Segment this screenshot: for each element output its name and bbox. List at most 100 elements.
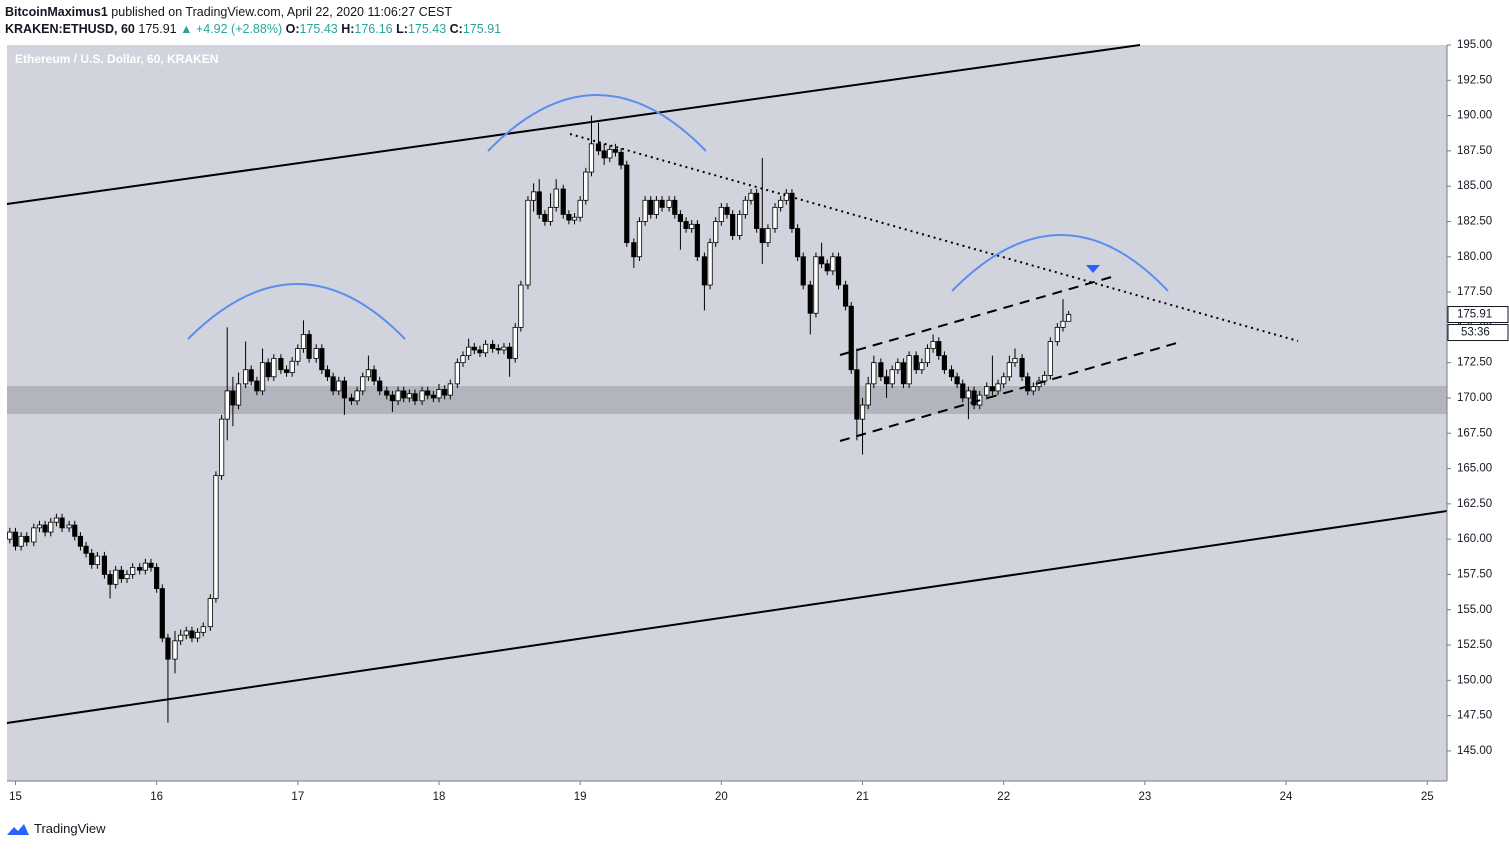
y-tick-label: 147.50: [1457, 710, 1492, 722]
candle-body: [1025, 376, 1031, 392]
label: C:: [449, 22, 463, 36]
candle-body: [477, 349, 483, 354]
candle-body: [930, 341, 936, 349]
candle-body: [371, 369, 377, 382]
candle-body: [895, 362, 901, 371]
candle-body: [506, 346, 513, 359]
x-tick-label: 22: [997, 791, 1010, 803]
candle-body: [1066, 314, 1072, 322]
candle-body: [713, 221, 719, 244]
candle-body: [278, 358, 284, 371]
candle-body: [89, 552, 95, 565]
candle-body: [94, 555, 100, 565]
label: L:: [396, 22, 408, 36]
candle-body: [42, 524, 48, 533]
axes: 145.00 147.50 150.00 152.50 155.00 157.50 160.…: [9, 39, 1509, 803]
candle-body: [659, 199, 665, 208]
arc: [187, 283, 406, 340]
candle-body: [471, 346, 477, 351]
candle-body: [283, 369, 290, 373]
y-tick-label: 167.50: [1457, 427, 1492, 439]
y-tick-label: 192.50: [1457, 74, 1492, 86]
candle-body: [224, 390, 230, 420]
candle-body: [360, 376, 366, 392]
countdown: 53:36: [1461, 327, 1490, 339]
candle-body: [213, 475, 219, 599]
candle-body: [178, 634, 184, 642]
y-tick-label: 170.00: [1457, 392, 1492, 404]
candle-body: [265, 362, 271, 378]
candle-body: [512, 326, 518, 359]
candle-body: [560, 188, 566, 215]
candle-body: [518, 284, 524, 328]
x-tick-label: 23: [1138, 791, 1151, 803]
x-tick-label: 18: [433, 791, 446, 803]
candle-body: [871, 362, 877, 385]
candle-body: [612, 149, 619, 153]
candle-body: [941, 355, 948, 371]
arc: [487, 94, 707, 152]
y-tick-label: 195.00: [1457, 39, 1492, 51]
candle-body: [313, 348, 319, 359]
candle-body: [77, 535, 84, 547]
candle-body: [854, 369, 860, 420]
candle-body: [118, 569, 124, 580]
candle-body: [607, 149, 613, 159]
candle-body: [759, 228, 765, 244]
candle-body: [295, 348, 301, 362]
candle-body: [672, 199, 678, 215]
candle-body: [995, 383, 1001, 392]
candle-body: [683, 221, 689, 229]
author: BitcoinMaximus1: [5, 5, 108, 19]
y-tick-label: 155.00: [1457, 604, 1492, 616]
y-tick-label: 165.00: [1457, 463, 1492, 475]
drawings: [6, 44, 1448, 724]
candle-body: [701, 256, 708, 286]
y-tick-label: 185.00: [1457, 180, 1492, 192]
candle-body: [748, 192, 754, 201]
candle-body: [447, 383, 453, 396]
value: 175.91: [462, 22, 502, 36]
candle-body: [442, 389, 448, 396]
candle-body: [588, 143, 595, 173]
candle-body: [330, 376, 336, 392]
candle-body: [59, 517, 65, 529]
candle-body: [242, 369, 249, 385]
candle-body: [365, 369, 372, 378]
candle-body: [113, 569, 119, 585]
candle-body: [566, 214, 572, 221]
candle-body: [794, 228, 801, 258]
candle-body: [765, 228, 771, 244]
candle-body: [807, 284, 813, 314]
candle-body: [289, 360, 295, 373]
candle-body: [165, 637, 171, 660]
candle-body: [830, 256, 836, 272]
published: published on TradingView.com, April 22, …: [111, 5, 453, 19]
candle-body: [501, 346, 507, 351]
candle-body: [1012, 358, 1018, 364]
candle-body: [1030, 386, 1036, 392]
channel-line: [6, 510, 1448, 724]
candle-body: [107, 574, 113, 585]
candle-body: [300, 334, 307, 349]
candle-body: [536, 191, 542, 215]
candle-body: [800, 256, 806, 286]
candle-body: [183, 630, 189, 636]
candle-body: [200, 626, 206, 633]
candle-body: [482, 343, 489, 354]
last: 175.91: [138, 22, 177, 36]
candle-body: [1047, 341, 1053, 376]
value: 175.43: [407, 22, 447, 36]
candle-body: [172, 640, 178, 660]
candle-body: [124, 574, 130, 580]
logo: [7, 823, 29, 835]
candle-body: [553, 188, 559, 208]
candle-body: [818, 256, 825, 265]
candle-body: [636, 221, 643, 258]
x-tick-label: 16: [150, 791, 163, 803]
y-tick-label: 160.00: [1457, 533, 1492, 545]
candle-body: [971, 390, 977, 406]
candle-body: [466, 346, 472, 357]
candle-body: [460, 355, 466, 364]
candle-body: [271, 358, 277, 378]
